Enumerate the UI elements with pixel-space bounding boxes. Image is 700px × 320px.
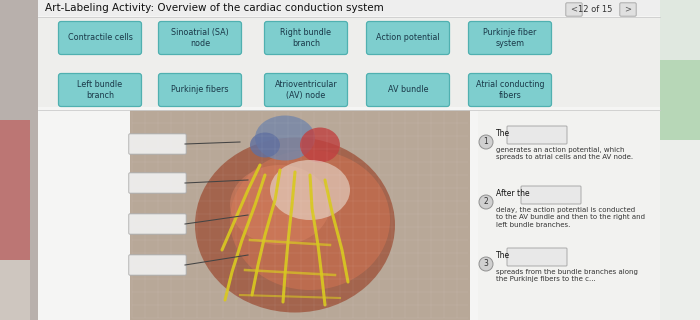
FancyBboxPatch shape bbox=[620, 3, 636, 16]
FancyBboxPatch shape bbox=[507, 248, 567, 266]
Circle shape bbox=[479, 195, 493, 209]
Bar bbox=[660, 140, 700, 320]
FancyBboxPatch shape bbox=[468, 74, 552, 107]
FancyBboxPatch shape bbox=[129, 173, 186, 193]
Text: Action potential: Action potential bbox=[376, 34, 440, 43]
Text: The: The bbox=[496, 130, 510, 139]
Bar bbox=[38, 0, 660, 320]
FancyBboxPatch shape bbox=[468, 21, 552, 54]
Bar bbox=[0, 0, 38, 320]
Text: Contractile cells: Contractile cells bbox=[68, 34, 132, 43]
Ellipse shape bbox=[270, 160, 350, 220]
Circle shape bbox=[479, 257, 493, 271]
Ellipse shape bbox=[255, 116, 315, 161]
FancyBboxPatch shape bbox=[158, 21, 242, 54]
Bar bbox=[0, 120, 30, 260]
Text: 2: 2 bbox=[484, 197, 489, 206]
FancyBboxPatch shape bbox=[265, 74, 347, 107]
Bar bbox=[660, 0, 700, 320]
FancyBboxPatch shape bbox=[158, 74, 242, 107]
FancyBboxPatch shape bbox=[521, 186, 581, 204]
Bar bbox=[38, 17, 660, 62]
Text: >: > bbox=[624, 4, 631, 13]
FancyBboxPatch shape bbox=[507, 126, 567, 144]
Text: 3: 3 bbox=[484, 260, 489, 268]
Bar bbox=[478, 110, 660, 320]
Text: <: < bbox=[570, 4, 578, 13]
FancyBboxPatch shape bbox=[129, 134, 186, 154]
Text: Atrioventricular
(AV) node: Atrioventricular (AV) node bbox=[274, 80, 337, 100]
Text: Purkinje fibers: Purkinje fibers bbox=[172, 85, 229, 94]
FancyBboxPatch shape bbox=[265, 21, 347, 54]
Text: delay, the action potential is conducted
to the AV bundle and then to the right : delay, the action potential is conducted… bbox=[496, 207, 645, 228]
Bar bbox=[660, 60, 700, 140]
Ellipse shape bbox=[195, 138, 395, 313]
Ellipse shape bbox=[250, 132, 280, 157]
FancyBboxPatch shape bbox=[59, 74, 141, 107]
Text: 1: 1 bbox=[484, 138, 489, 147]
Bar bbox=[0, 260, 30, 320]
Text: spreads from the bundle branches along
the Purkinje fibers to the c...: spreads from the bundle branches along t… bbox=[496, 269, 638, 283]
Bar bbox=[130, 110, 470, 320]
Circle shape bbox=[479, 135, 493, 149]
Text: After the: After the bbox=[496, 189, 530, 198]
Ellipse shape bbox=[300, 127, 340, 163]
Text: Art-Labeling Activity: Overview of the cardiac conduction system: Art-Labeling Activity: Overview of the c… bbox=[45, 3, 384, 13]
Text: Purkinje fiber
system: Purkinje fiber system bbox=[483, 28, 537, 48]
FancyBboxPatch shape bbox=[129, 255, 186, 275]
Text: generates an action potential, which
spreads to atrial cells and the AV node.: generates an action potential, which spr… bbox=[496, 147, 633, 161]
Text: 12 of 15: 12 of 15 bbox=[578, 4, 612, 13]
Bar bbox=[38, 62, 660, 107]
FancyBboxPatch shape bbox=[367, 21, 449, 54]
FancyBboxPatch shape bbox=[566, 3, 582, 16]
Text: AV bundle: AV bundle bbox=[388, 85, 428, 94]
Ellipse shape bbox=[230, 150, 390, 290]
Text: Sinoatrial (SA)
node: Sinoatrial (SA) node bbox=[171, 28, 229, 48]
Bar bbox=[38, 0, 660, 16]
Text: Atrial conducting
fibers: Atrial conducting fibers bbox=[476, 80, 545, 100]
Ellipse shape bbox=[230, 165, 330, 245]
Text: The: The bbox=[496, 252, 510, 260]
FancyBboxPatch shape bbox=[367, 74, 449, 107]
Text: Right bundle
branch: Right bundle branch bbox=[281, 28, 332, 48]
Text: Left bundle
branch: Left bundle branch bbox=[78, 80, 122, 100]
FancyBboxPatch shape bbox=[59, 21, 141, 54]
FancyBboxPatch shape bbox=[129, 214, 186, 234]
